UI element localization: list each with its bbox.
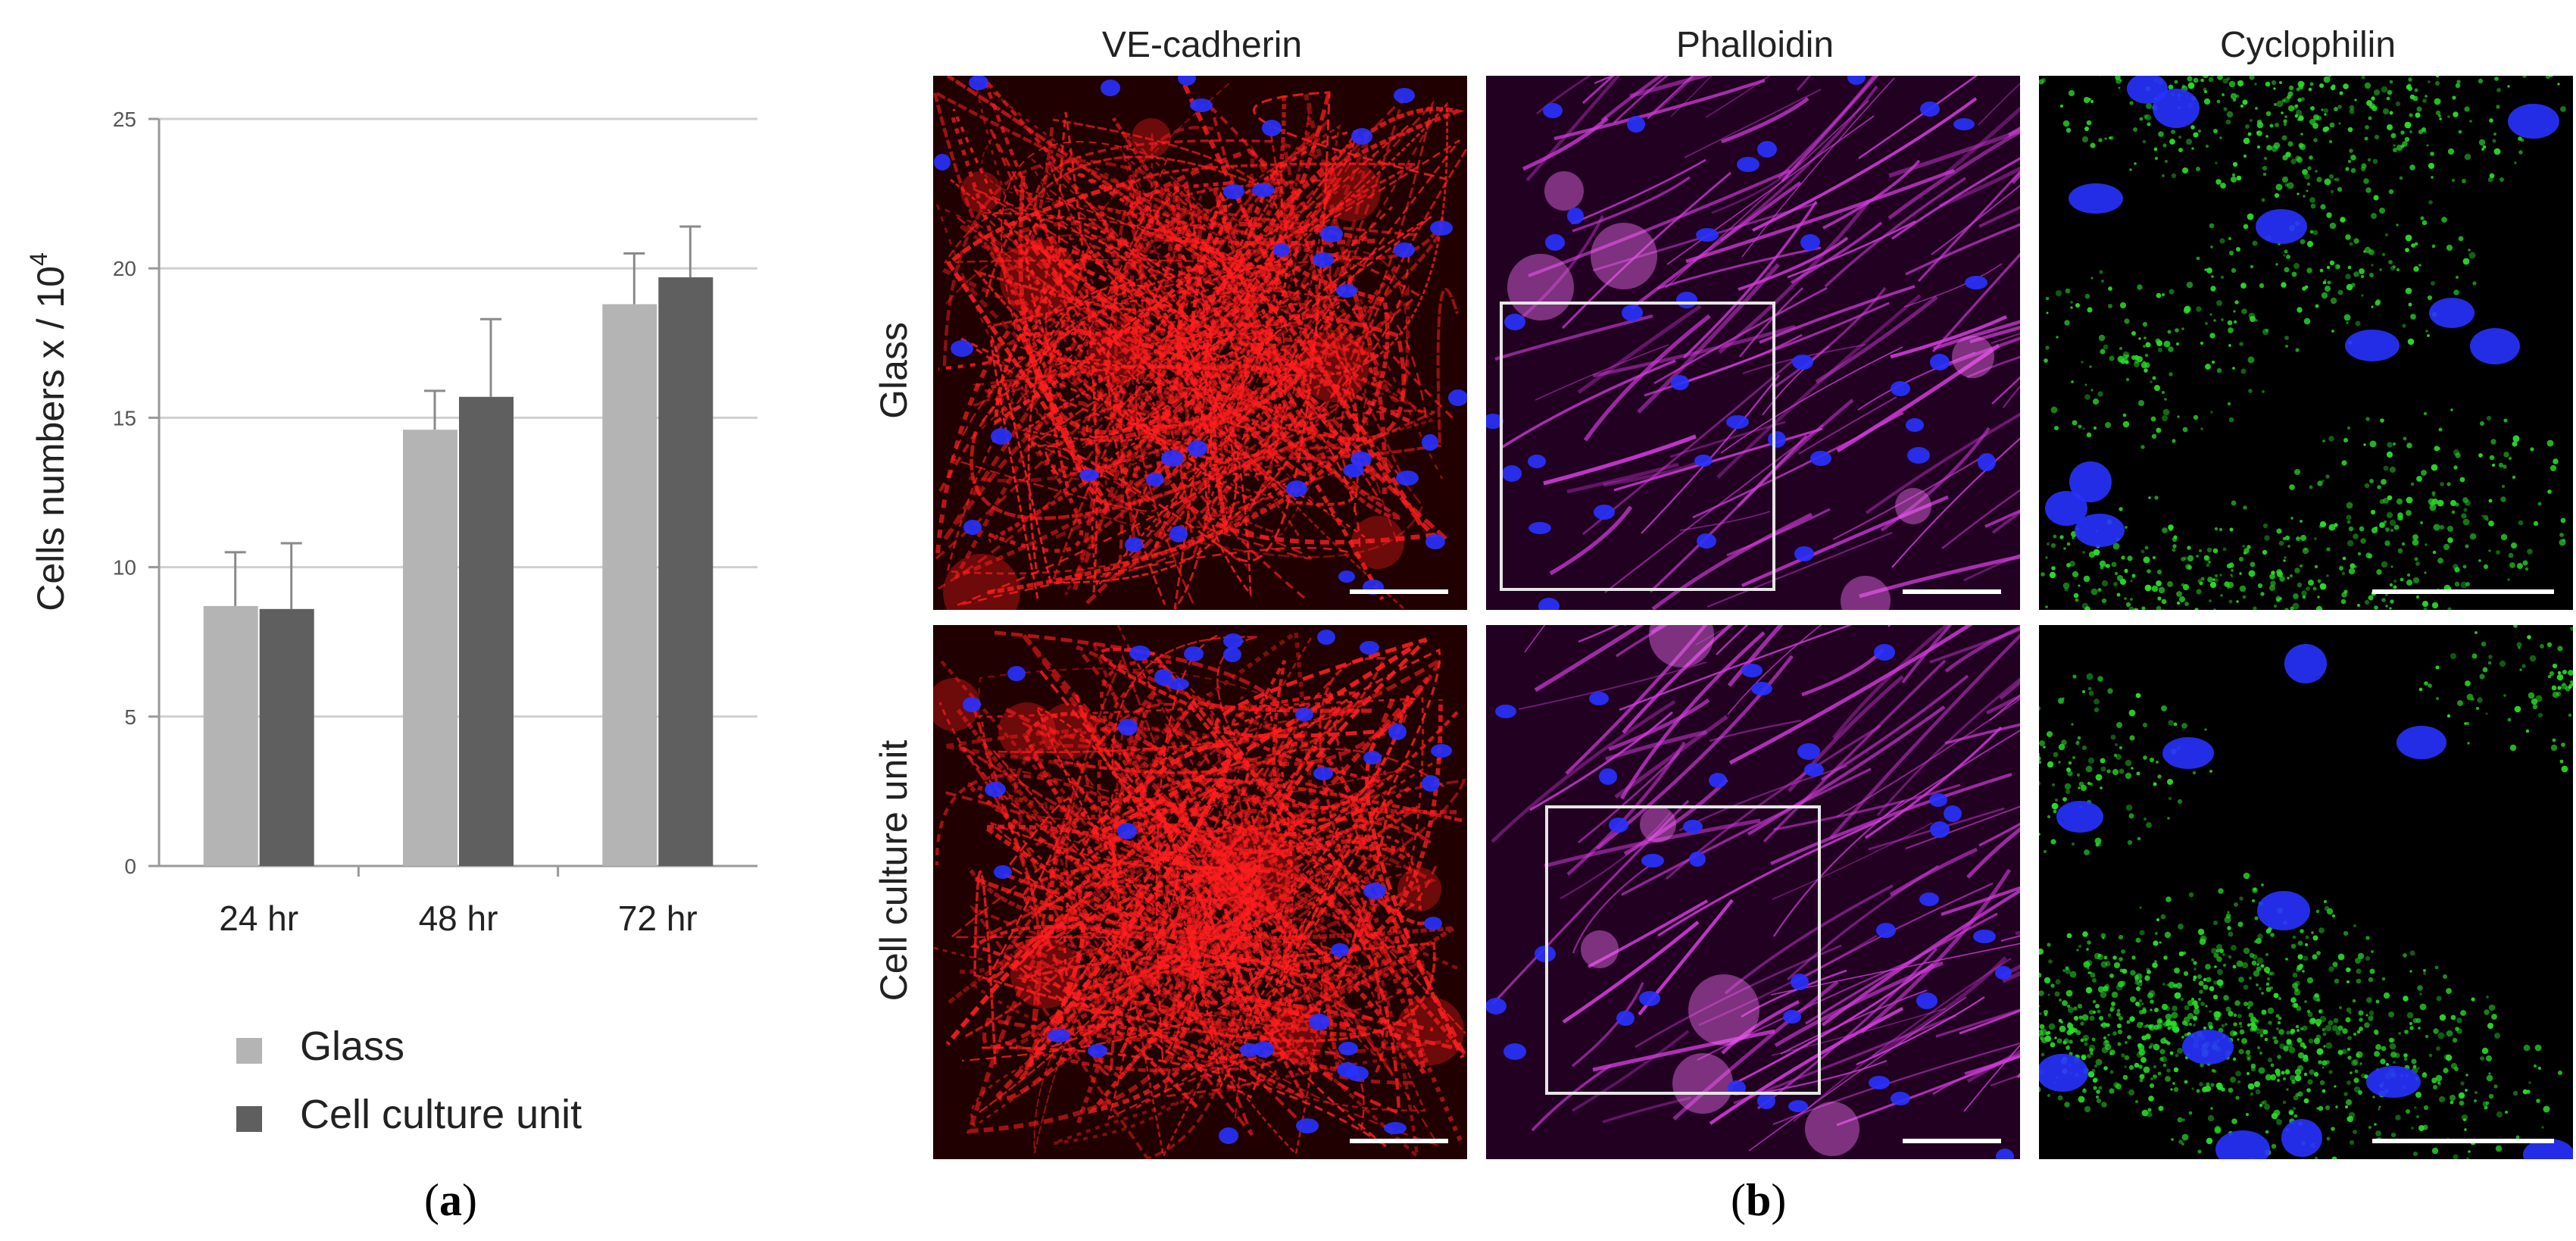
- x-tick-label: 24 hr: [219, 899, 298, 938]
- panel-label-a: (a): [424, 1175, 477, 1225]
- column-title-cyclophilin: Cyclophilin: [2219, 25, 2396, 65]
- row-title-glass: Glass: [873, 322, 915, 419]
- row-title-cell-culture-unit: Cell culture unit: [873, 739, 915, 1002]
- x-tick-label: 72 hr: [618, 899, 698, 938]
- scale-bar: [1350, 1139, 1448, 1143]
- bar-glass-24hr: [203, 605, 258, 866]
- scale-bar: [2372, 589, 2554, 594]
- y-tick-label: 15: [113, 406, 136, 430]
- scale-bar: [1350, 589, 1448, 594]
- chart-grid: [148, 117, 757, 867]
- legend-swatch-cell-culture-unit: [236, 1106, 262, 1132]
- bar-cell-culture-unit-72hr: [658, 277, 713, 867]
- y-tick-label: 0: [124, 855, 136, 878]
- scale-bar: [2372, 1139, 2554, 1143]
- scale-bar: [1903, 1139, 2001, 1143]
- micrograph-ve-cadherin-cell-culture-unit: [933, 625, 1467, 1159]
- chart-bars: [203, 277, 713, 867]
- chart-tick-labels: 0 5 10 15 20 25 24 hr 48 hr 72 hr: [113, 108, 698, 938]
- y-tick-label: 10: [113, 556, 136, 580]
- y-tick-label: 20: [113, 257, 136, 280]
- bar-glass-72hr: [602, 304, 657, 866]
- micrograph-cyclophilin-glass: [2039, 76, 2573, 610]
- micrograph-cyclophilin-cell-culture-unit: [2039, 625, 2573, 1159]
- y-tick-label: 5: [124, 705, 136, 729]
- chart-axes: [158, 119, 757, 877]
- micrograph-ve-cadherin-glass: [933, 76, 1467, 610]
- legend-label-cell-culture-unit: Cell culture unit: [300, 1092, 582, 1137]
- scale-bar: [1903, 589, 2001, 594]
- panel-label-b: (b): [1731, 1175, 1787, 1225]
- inset-box: [1500, 302, 1775, 591]
- bar-cell-culture-unit-24hr: [259, 608, 314, 866]
- column-title-phalloidin: Phalloidin: [1675, 25, 1834, 65]
- x-tick-label: 48 hr: [419, 899, 498, 938]
- chart-error-bars: [224, 225, 701, 609]
- bar-glass-48hr: [403, 430, 457, 866]
- bar-cell-culture-unit-48hr: [459, 396, 514, 866]
- bar-chart: 0 5 10 15 20 25 24 hr 48 hr 72 hr Cells numbers …: [25, 108, 757, 938]
- inset-box: [1545, 805, 1821, 1095]
- y-tick-label: 25: [113, 108, 136, 131]
- legend-label-glass: Glass: [300, 1024, 405, 1069]
- legend-swatch-glass: [236, 1038, 262, 1064]
- column-title-ve-cadherin: VE-cadherin: [1101, 25, 1303, 65]
- micrograph-phalloidin-glass: [1486, 76, 2020, 610]
- y-axis-label: Cells numbers x / 104: [25, 252, 72, 611]
- micrograph-phalloidin-cell-culture-unit: [1486, 625, 2020, 1159]
